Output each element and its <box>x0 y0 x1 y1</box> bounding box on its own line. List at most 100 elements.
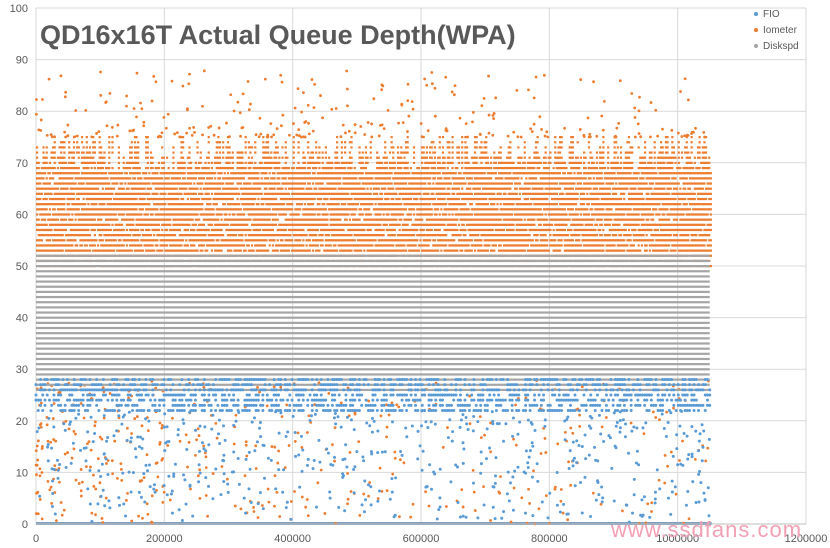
point-iometer <box>255 249 258 252</box>
point-iometer <box>311 228 315 232</box>
point-iometer <box>363 239 366 242</box>
point-iometer <box>129 223 132 226</box>
point-iometer <box>93 192 96 195</box>
point-iometer <box>321 208 324 211</box>
point-iometer <box>130 182 133 185</box>
point-iometer <box>209 203 212 206</box>
point-iometer <box>358 218 361 221</box>
point-iometer <box>151 244 154 247</box>
point-iometer <box>344 182 347 185</box>
point-iometer <box>369 218 372 221</box>
point-iometer <box>66 239 69 242</box>
point-iometer <box>93 151 96 154</box>
point-iometer <box>347 161 350 164</box>
point-iometer <box>39 172 42 175</box>
point-iometer <box>36 213 39 216</box>
point-iometer <box>145 249 148 252</box>
point-iometer <box>156 244 159 247</box>
point-iometer <box>344 234 347 237</box>
point-iometer <box>109 177 112 180</box>
point-iometer <box>48 182 52 185</box>
point-iometer <box>291 249 294 252</box>
point-iometer <box>93 187 96 190</box>
point-iometer <box>268 187 271 190</box>
point-iometer <box>72 161 76 164</box>
point-iometer <box>129 228 132 232</box>
point-iometer <box>48 172 52 175</box>
point-iometer <box>61 177 64 180</box>
point-iometer <box>271 197 275 201</box>
point-iometer <box>153 249 156 252</box>
point-iometer <box>355 244 358 247</box>
point-iometer <box>279 203 283 206</box>
point-iometer <box>149 244 153 247</box>
point-iometer <box>241 151 244 154</box>
point-iometer <box>106 213 109 216</box>
point-iometer <box>127 197 130 201</box>
point-iometer <box>207 208 210 211</box>
point-iometer <box>307 197 310 201</box>
point-iometer <box>377 249 380 252</box>
point-iometer <box>342 172 345 175</box>
point-iometer <box>265 228 268 232</box>
point-iometer <box>66 223 69 226</box>
point-iometer <box>172 234 175 237</box>
point-iometer <box>85 197 88 201</box>
point-iometer <box>292 177 295 180</box>
point-iometer <box>284 234 287 237</box>
point-iometer <box>294 249 297 252</box>
point-iometer <box>85 172 88 175</box>
point-iometer <box>324 192 327 195</box>
point-iometer <box>133 203 137 206</box>
point-iometer <box>103 192 106 195</box>
point-iometer <box>178 161 181 164</box>
point-iometer <box>263 192 266 195</box>
point-iometer <box>188 172 191 175</box>
point-iometer <box>279 239 283 242</box>
point-iometer <box>95 239 98 242</box>
point-iometer <box>388 203 392 206</box>
point-iometer <box>39 177 42 180</box>
point-iometer <box>315 141 318 144</box>
point-iometer <box>335 141 339 144</box>
point-iometer <box>204 249 207 252</box>
point-iometer <box>241 156 244 159</box>
point-iometer <box>376 208 379 211</box>
point-iometer <box>121 182 124 185</box>
point-iometer <box>58 192 61 195</box>
point-iometer <box>180 146 183 149</box>
point-iometer <box>279 244 283 247</box>
point-iometer <box>196 208 199 211</box>
point-iometer <box>148 177 151 180</box>
point-iometer <box>164 218 167 221</box>
point-iometer <box>188 234 191 237</box>
point-iometer <box>191 239 194 242</box>
point-iometer <box>385 197 388 201</box>
point-iometer <box>125 223 129 226</box>
point-iometer <box>236 197 239 201</box>
point-iometer <box>77 187 80 190</box>
point-iometer <box>87 166 90 170</box>
point-iometer <box>79 249 82 252</box>
point-iometer <box>109 218 112 221</box>
point-iometer <box>318 203 321 206</box>
point-iometer <box>68 172 71 175</box>
point-iometer <box>98 234 101 237</box>
point-iometer <box>311 151 315 154</box>
point-iometer <box>398 234 401 237</box>
point-iometer <box>374 213 377 216</box>
point-iometer <box>263 228 266 232</box>
point-iometer <box>108 172 111 175</box>
point-iometer <box>371 172 374 175</box>
point-iometer <box>226 249 230 252</box>
point-iometer <box>87 223 90 226</box>
point-iometer <box>388 151 392 154</box>
point-iometer <box>202 197 206 201</box>
point-iometer <box>250 244 254 247</box>
point-iometer <box>217 156 220 159</box>
point-iometer <box>315 177 318 180</box>
point-iometer <box>303 166 307 170</box>
point-iometer <box>106 182 109 185</box>
point-iometer <box>247 234 250 237</box>
point-iometer <box>329 249 332 252</box>
